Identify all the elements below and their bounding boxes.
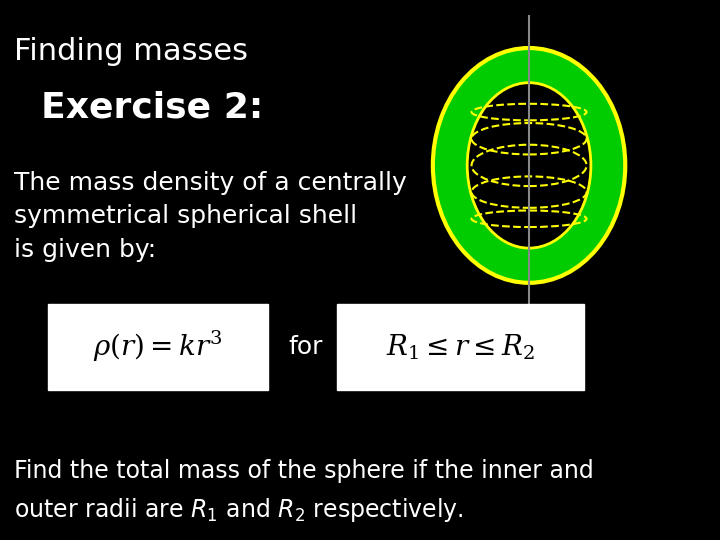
FancyBboxPatch shape — [48, 304, 268, 389]
Text: Find the total mass of the sphere if the inner and
outer radii are $R_1$ and $R_: Find the total mass of the sphere if the… — [14, 459, 593, 523]
FancyBboxPatch shape — [337, 304, 584, 389]
Text: for: for — [289, 335, 323, 359]
Ellipse shape — [467, 83, 591, 248]
Text: The mass density of a centrally
symmetrical spherical shell
is given by:: The mass density of a centrally symmetri… — [14, 171, 407, 262]
Ellipse shape — [433, 48, 625, 283]
Text: Finding masses: Finding masses — [14, 37, 248, 66]
Text: Exercise 2:: Exercise 2: — [41, 91, 264, 125]
Text: $R_1 \leq r \leq R_2$: $R_1 \leq r \leq R_2$ — [386, 332, 535, 362]
Text: $\rho(r) = kr^3$: $\rho(r) = kr^3$ — [94, 329, 222, 364]
